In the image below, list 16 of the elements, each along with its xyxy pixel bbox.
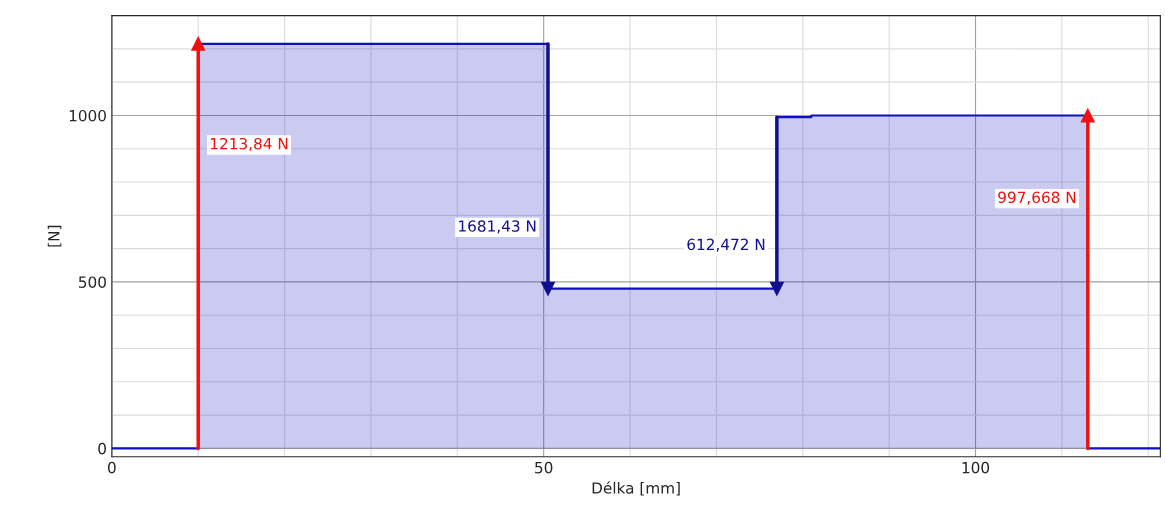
y-tick-label: 500 xyxy=(79,276,106,288)
x-tick-label: 50 xyxy=(535,461,553,474)
series-label: 1681,43 N xyxy=(459,220,536,234)
point xyxy=(541,281,555,296)
y-axis-title: [N] xyxy=(47,225,62,247)
series-label: 612,472 N xyxy=(687,238,765,252)
y-tick-label: 1000 xyxy=(69,109,106,122)
series-label: 997,668 N xyxy=(998,191,1076,205)
y-tick-label: 0 xyxy=(98,442,106,455)
x-tick-label: 0 xyxy=(107,461,116,474)
point xyxy=(769,281,784,296)
series-label: 1213,84 N xyxy=(211,137,288,151)
point xyxy=(1080,108,1095,123)
x-axis-title: Délka [mm] xyxy=(592,481,680,496)
point xyxy=(191,36,206,51)
x-tick-label: 100 xyxy=(962,461,990,474)
